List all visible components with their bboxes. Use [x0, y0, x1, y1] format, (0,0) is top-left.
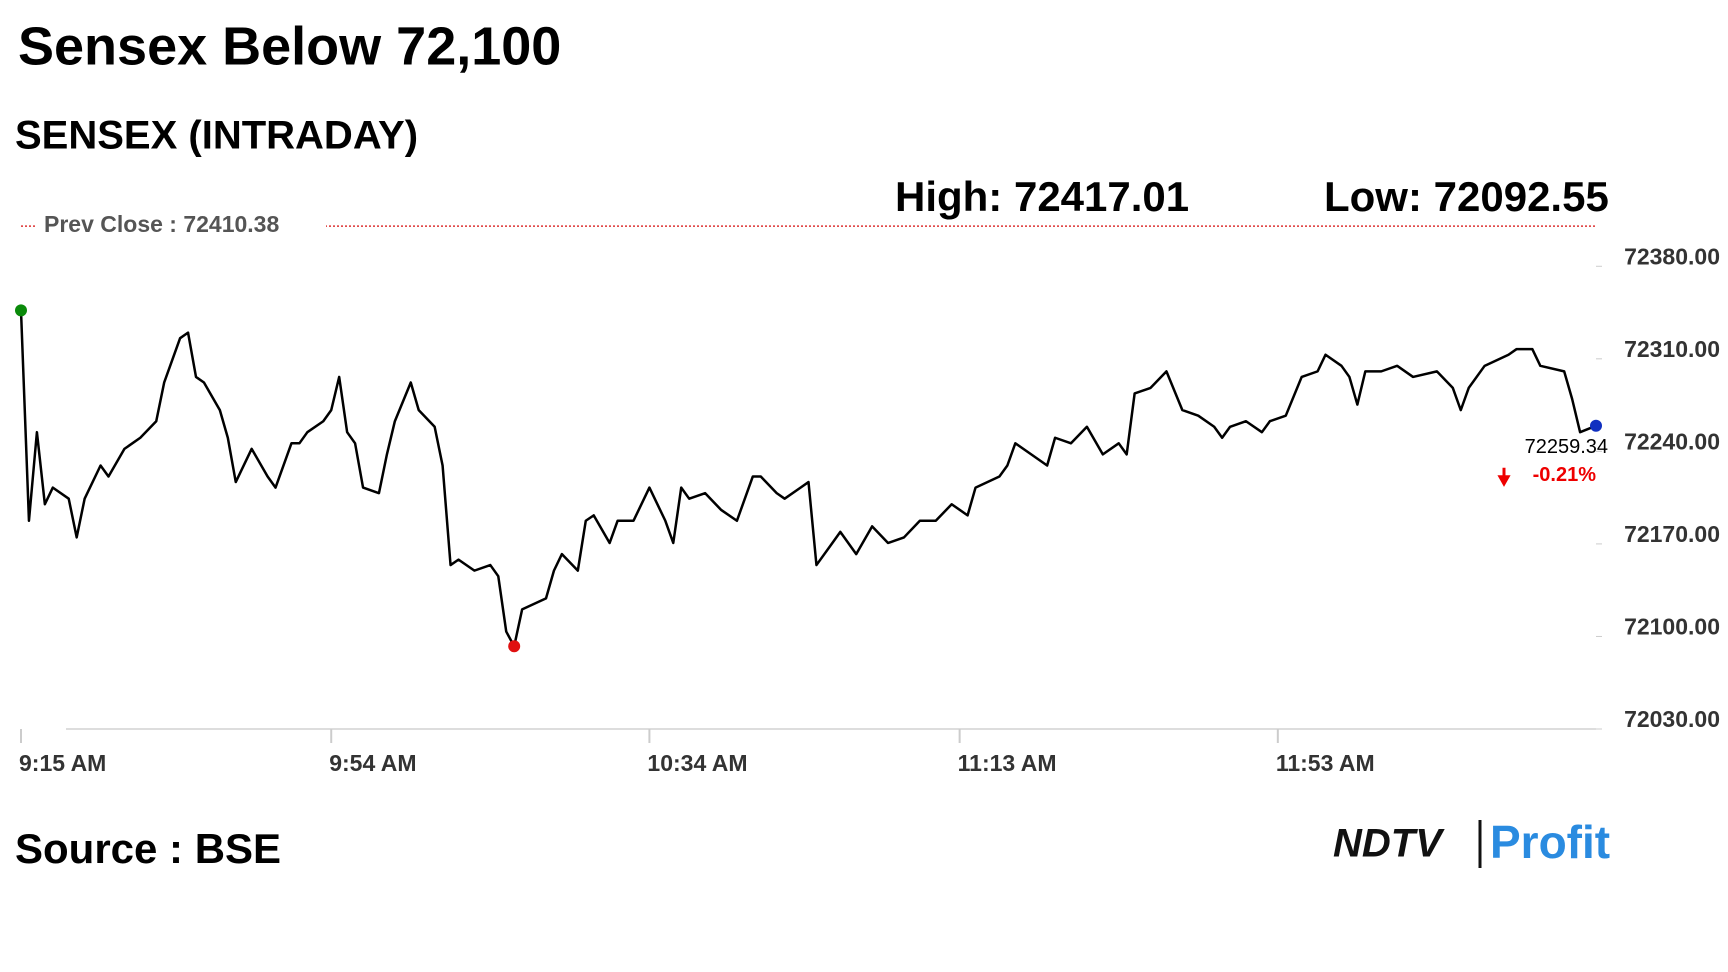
- logo-brand: NDTV: [1333, 822, 1445, 866]
- x-tick-label: 11:53 AM: [1276, 750, 1375, 776]
- x-tick-label: 9:54 AM: [329, 750, 416, 776]
- chart-title: Sensex Below 72,100: [18, 16, 561, 76]
- end-dot: [1590, 419, 1602, 432]
- logo-product: Profit: [1490, 816, 1610, 868]
- x-tick-label: 10:34 AM: [647, 750, 747, 776]
- y-tick-label: 72310.00: [1624, 336, 1720, 362]
- logo: NDTV Profit: [1333, 816, 1610, 868]
- y-tick-label: 72030.00: [1624, 706, 1720, 732]
- change-arrow: [1497, 467, 1511, 487]
- last-value-label: 72259.34: [1525, 436, 1608, 458]
- chart-subtitle: SENSEX (INTRADAY): [15, 114, 418, 158]
- start-dot: [15, 304, 27, 317]
- y-tick-label: 72240.00: [1624, 428, 1720, 454]
- x-tick-label: 11:13 AM: [958, 750, 1057, 776]
- prev-close-label: Prev Close : 72410.38: [44, 211, 279, 237]
- y-tick-label: 72380.00: [1624, 243, 1720, 269]
- prev-close-bg: [36, 210, 326, 241]
- low-annotation: Low: 72092.55: [1324, 173, 1609, 220]
- series-line: [19, 310, 1597, 648]
- low-dot: [508, 640, 521, 653]
- y-tick-label: 72170.00: [1624, 521, 1720, 547]
- y-tick-label: 72100.00: [1624, 614, 1720, 640]
- x-tick-label: 9:15 AM: [19, 750, 106, 776]
- high-annotation: High: 72417.01: [895, 173, 1189, 220]
- change-label: -0.21%: [1533, 464, 1597, 486]
- source: Source : BSE: [15, 825, 281, 872]
